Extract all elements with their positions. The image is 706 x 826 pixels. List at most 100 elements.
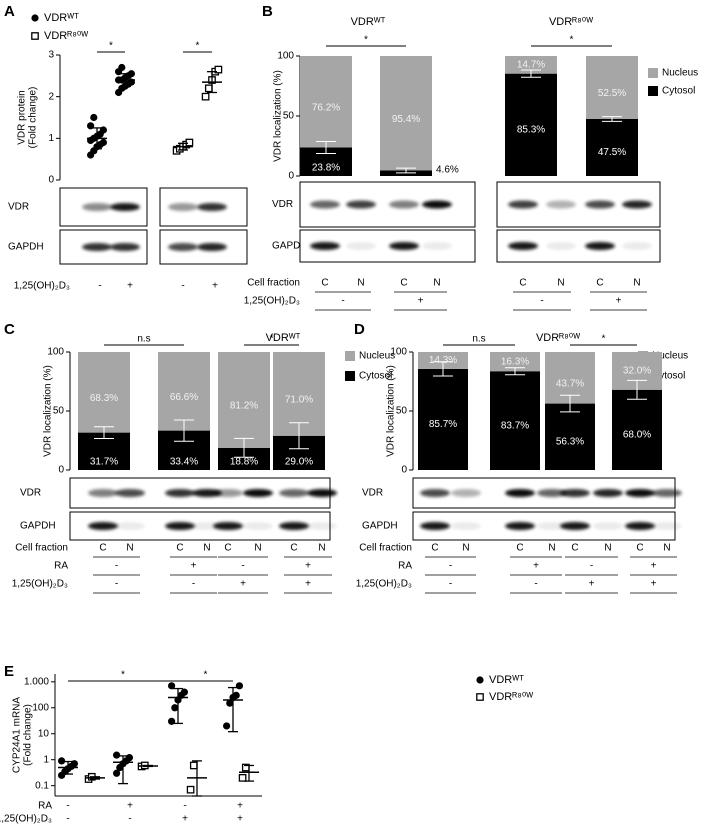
condition-value: N [254, 543, 261, 554]
blot-band [310, 200, 340, 209]
condition-value: C [571, 543, 578, 554]
blot-band [593, 522, 623, 530]
legend-label: VDRᴿ⁸⁰ᵂ [44, 30, 88, 42]
blot-band [560, 489, 590, 497]
condition-value: C [224, 543, 231, 554]
panel-label: C [4, 321, 15, 338]
value-label: 71.0% [285, 395, 313, 406]
y-tick-label: 0 [401, 465, 407, 476]
y-tick-label: 50 [53, 406, 65, 417]
condition-value: - [66, 801, 69, 812]
value-label: 16.3% [501, 356, 529, 367]
blot-band [168, 243, 198, 251]
blot-band [213, 522, 243, 530]
value-label: 47.5% [598, 147, 626, 158]
blot-band [585, 242, 615, 250]
condition-value: + [182, 814, 188, 825]
condition-value: + [191, 561, 197, 572]
condition-label: RA [398, 561, 412, 572]
condition-label: Cell fraction [15, 543, 68, 554]
bar-cytosol [418, 368, 468, 470]
condition-value: C [636, 543, 643, 554]
condition-value: - [192, 579, 195, 590]
condition-value: N [433, 278, 440, 289]
significance-label: n.s [472, 334, 485, 345]
bar-nucleus [78, 352, 130, 433]
blot-band [625, 489, 655, 497]
blot-band [537, 489, 567, 497]
panel-label: A [4, 3, 15, 20]
significance-label: * [602, 334, 606, 345]
legend-marker [476, 676, 484, 684]
condition-value: - [534, 579, 537, 590]
bar-nucleus [273, 352, 325, 436]
bar-nucleus [586, 56, 638, 119]
condition-value: N [357, 278, 364, 289]
group-title: VDRᵂᵀ [351, 16, 386, 28]
condition-value: + [589, 579, 595, 590]
y-tick-label: 1 [43, 754, 49, 765]
condition-value: - [181, 281, 184, 292]
legend-label: Nucleus [359, 351, 395, 362]
dot [223, 722, 231, 730]
condition-label: 1,25(OH)₂D₃ [0, 814, 52, 825]
dot [125, 754, 133, 762]
condition-value: C [519, 278, 526, 289]
value-label: 85.3% [517, 124, 545, 135]
condition-label: RA [54, 561, 68, 572]
bar-cytosol [586, 119, 638, 176]
y-tick-label: 50 [396, 406, 408, 417]
blot-band [560, 522, 590, 530]
dot [171, 704, 179, 712]
blot-band [115, 489, 145, 497]
blot-band [279, 489, 309, 497]
y-axis-label: VDR localization (%) [43, 365, 54, 457]
condition-value: N [203, 543, 210, 554]
blot-band [505, 489, 535, 497]
blot-label: GAPDH [20, 521, 56, 532]
value-label: 31.7% [90, 457, 118, 468]
condition-value: N [548, 543, 555, 554]
panel-label: D [354, 321, 365, 338]
legend-swatch [345, 351, 355, 361]
legend-label: VDRᵂᵀ [489, 674, 524, 686]
value-label: 32.0% [623, 366, 651, 377]
legend-marker [31, 14, 39, 22]
blot-band [505, 522, 535, 530]
blot-band [82, 243, 112, 251]
dot [214, 65, 223, 74]
condition-label: 1,25(OH)₂D₃ [12, 579, 68, 590]
condition-value: + [305, 561, 311, 572]
bar-cytosol [490, 371, 540, 470]
condition-value: N [126, 543, 133, 554]
value-label: 43.7% [556, 378, 584, 389]
blot-band [420, 522, 450, 530]
blot-band [451, 522, 481, 530]
blot-band [346, 242, 376, 250]
blot-band [307, 522, 337, 530]
condition-value: - [590, 561, 593, 572]
blot-band [168, 203, 198, 211]
panel-label: B [262, 3, 273, 20]
value-label: 23.8% [312, 163, 340, 174]
condition-value: N [604, 543, 611, 554]
blot-band [420, 489, 450, 497]
dot [232, 691, 240, 699]
condition-value: N [663, 543, 670, 554]
dot [127, 70, 135, 78]
blot-band [165, 489, 195, 497]
bar-cytosol [218, 447, 270, 470]
condition-value: + [237, 814, 243, 825]
legend-swatch [648, 86, 658, 96]
legend-label: Nucleus [652, 351, 688, 362]
legend-label: VDRᴿ⁸⁰ᵂ [489, 691, 533, 703]
y-tick-label: 100 [47, 347, 64, 358]
significance-label: * [204, 670, 208, 681]
condition-value: + [127, 281, 133, 292]
legend-label: Nucleus [662, 68, 698, 79]
blot-band [110, 203, 140, 211]
blot-band [310, 242, 340, 250]
significance-label: * [121, 670, 125, 681]
blot-band [307, 489, 337, 497]
blot-band [622, 242, 652, 250]
